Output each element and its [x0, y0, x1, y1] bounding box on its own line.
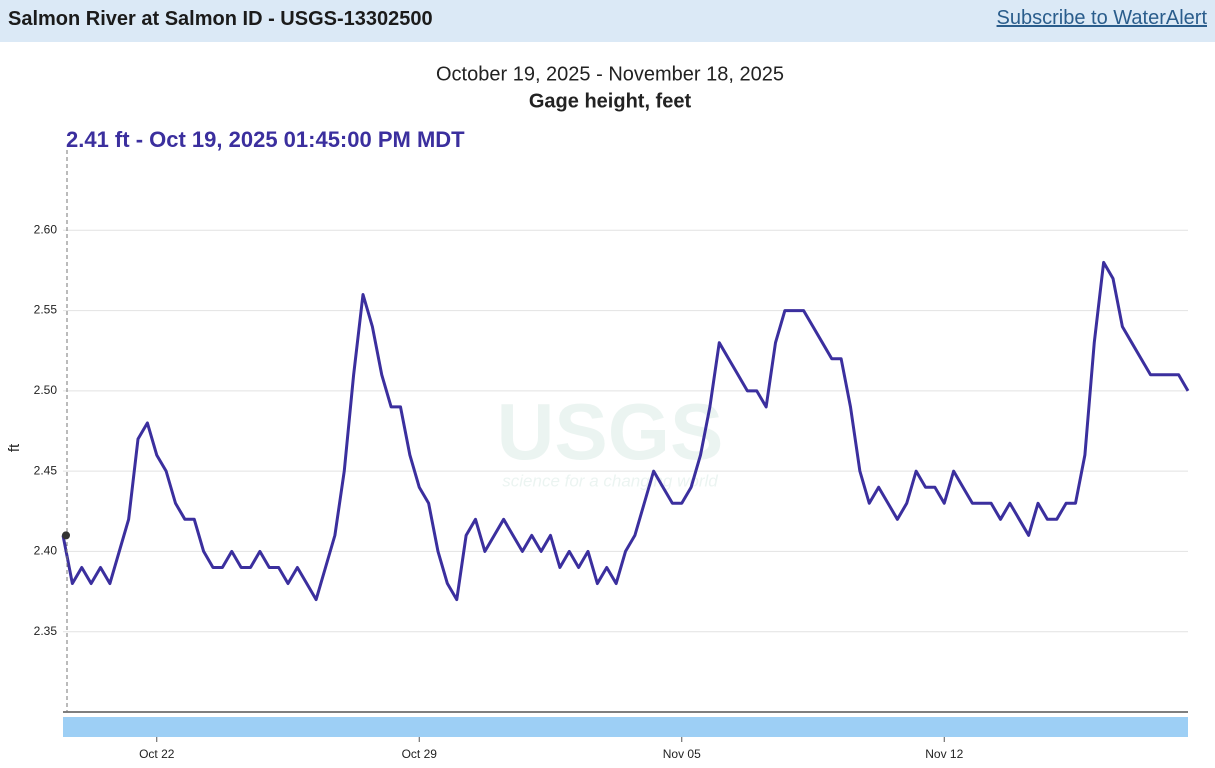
y-tick-label: 2.60: [34, 222, 58, 236]
chart-title: October 19, 2025 - November 18, 2025: [436, 63, 784, 85]
x-tick-label: Oct 29: [402, 747, 438, 761]
brush-bar: [63, 717, 1188, 737]
x-tick-label: Nov 05: [663, 747, 701, 761]
watermark-tagline: science for a changing world: [502, 471, 718, 490]
x-tick-label: Nov 12: [925, 747, 963, 761]
cursor-label: 2.41 ft - Oct 19, 2025 01:45:00 PM MDT: [66, 127, 465, 152]
cursor-point: [62, 531, 70, 540]
data-line: [61, 260, 1190, 602]
header: Salmon River at Salmon ID - USGS-1330250…: [0, 0, 1215, 42]
x-tick-label: Oct 22: [139, 747, 175, 761]
watermark-logo: USGS: [497, 387, 724, 476]
y-tick-label: 2.55: [34, 303, 58, 317]
y-tick-label: 2.50: [34, 383, 58, 397]
site-title: Salmon River at Salmon ID - USGS-1330250…: [8, 8, 433, 30]
y-tick-label: 2.35: [34, 624, 58, 638]
y-tick-label: 2.40: [34, 544, 58, 558]
subscribe-link[interactable]: Subscribe to WaterAlert: [996, 7, 1207, 29]
y-axis-label: ft: [6, 443, 23, 452]
chart-subtitle: Gage height, feet: [529, 90, 692, 112]
y-tick-label: 2.45: [34, 463, 58, 477]
